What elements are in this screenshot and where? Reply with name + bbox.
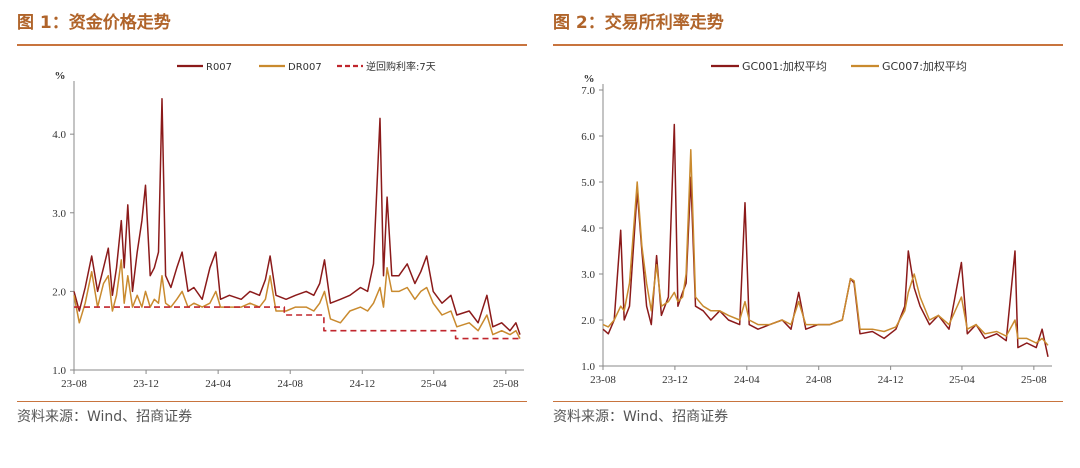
figure-2-series-line-1 bbox=[602, 123, 1049, 357]
figure-1-legend: R007 DR007 逆回购利率:7天 bbox=[177, 60, 436, 73]
figure-1-y-unit-label: % bbox=[55, 70, 66, 82]
figure-2-y-unit-label: % bbox=[584, 73, 595, 85]
figure-2-x-tick-label: 23-12 bbox=[662, 374, 688, 386]
figure-1-x-tick-label: 25-04 bbox=[421, 378, 447, 390]
figure-2-x-tick-label: 23-08 bbox=[590, 374, 616, 386]
figure-1-bottom-rule bbox=[17, 401, 527, 402]
figure-2-y-tick-label: 7.0 bbox=[581, 85, 595, 97]
figure-1-series-line-2 bbox=[73, 259, 521, 339]
figure-1-x-tick-label: 23-08 bbox=[61, 378, 87, 390]
figure-1-series-line-1 bbox=[73, 98, 521, 335]
figure-1-y-tick-label: 3.0 bbox=[52, 208, 66, 220]
figure-2-y-tick-label: 6.0 bbox=[581, 131, 595, 143]
figure-2-legend: GC001:加权平均 GC007:加权平均 bbox=[711, 60, 967, 73]
figure-1-y-tick-label: 1.0 bbox=[52, 365, 66, 377]
figure-2-panel: 图 2：交易所利率走势 % 1.0 2.0 3.0 4.0 5.0 6.0 7.0 23-08 2… bbox=[553, 0, 1063, 468]
figure-2-y-tick-label: 5.0 bbox=[581, 177, 595, 189]
figure-2-top-rule bbox=[553, 44, 1063, 46]
figure-2-source: 资料来源：Wind、招商证券 bbox=[553, 409, 729, 425]
figure-1-title: 图 1：资金价格走势 bbox=[17, 13, 171, 33]
figure-2-y-tick-label: 4.0 bbox=[581, 223, 595, 235]
figure-1-chart: % 1.0 2.0 3.0 4.0 23-08 23-12 24-04 24-08 24-12 25… bbox=[52, 60, 524, 390]
figure-1-x-tick-label: 23-12 bbox=[133, 378, 159, 390]
figure-2-x-tick-label: 25-04 bbox=[949, 374, 975, 386]
figure-1-legend-label-2: DR007 bbox=[288, 62, 322, 73]
figure-1-top-rule bbox=[17, 44, 527, 46]
figure-2-x-tick-label: 24-08 bbox=[806, 374, 832, 386]
figure-2-y-tick-label: 1.0 bbox=[581, 361, 595, 373]
figure-1-legend-label-3: 逆回购利率:7天 bbox=[366, 60, 436, 73]
figure-2-y-tick-label: 3.0 bbox=[581, 269, 595, 281]
figure-2-y-tick-label: 2.0 bbox=[581, 315, 595, 327]
figure-1-y-tick-label: 2.0 bbox=[52, 286, 66, 298]
figure-1-series-line-3 bbox=[74, 306, 520, 340]
figure-2-x-tick-label: 25-08 bbox=[1021, 374, 1047, 386]
figure-2-x-tick-label: 24-12 bbox=[878, 374, 904, 386]
figure-1-x-tick-label: 24-04 bbox=[205, 378, 231, 390]
figure-2-legend-label-1: GC001:加权平均 bbox=[742, 60, 827, 73]
figure-1-source: 资料来源：Wind、招商证券 bbox=[17, 409, 193, 425]
figure-1-x-tick-label: 24-08 bbox=[277, 378, 303, 390]
figure-1-y-tick-label: 4.0 bbox=[52, 129, 66, 141]
figure-2-chart: % 1.0 2.0 3.0 4.0 5.0 6.0 7.0 23-08 23-12 24-04 24-… bbox=[581, 60, 1052, 386]
figure-1-x-tick-label: 24-12 bbox=[349, 378, 375, 390]
figure-2-series-line-2 bbox=[602, 149, 1049, 346]
figure-2-legend-label-2: GC007:加权平均 bbox=[882, 60, 967, 73]
figure-1-panel: 图 1：资金价格走势 % 1.0 2.0 3.0 4.0 23-08 23-12 24-04 2… bbox=[17, 0, 527, 468]
figure-1-x-tick-label: 25-08 bbox=[493, 378, 519, 390]
figure-2-x-tick-label: 24-04 bbox=[734, 374, 760, 386]
figure-1-legend-label-1: R007 bbox=[206, 62, 232, 73]
figure-2-title: 图 2：交易所利率走势 bbox=[553, 13, 724, 33]
figure-2-bottom-rule bbox=[553, 401, 1063, 402]
